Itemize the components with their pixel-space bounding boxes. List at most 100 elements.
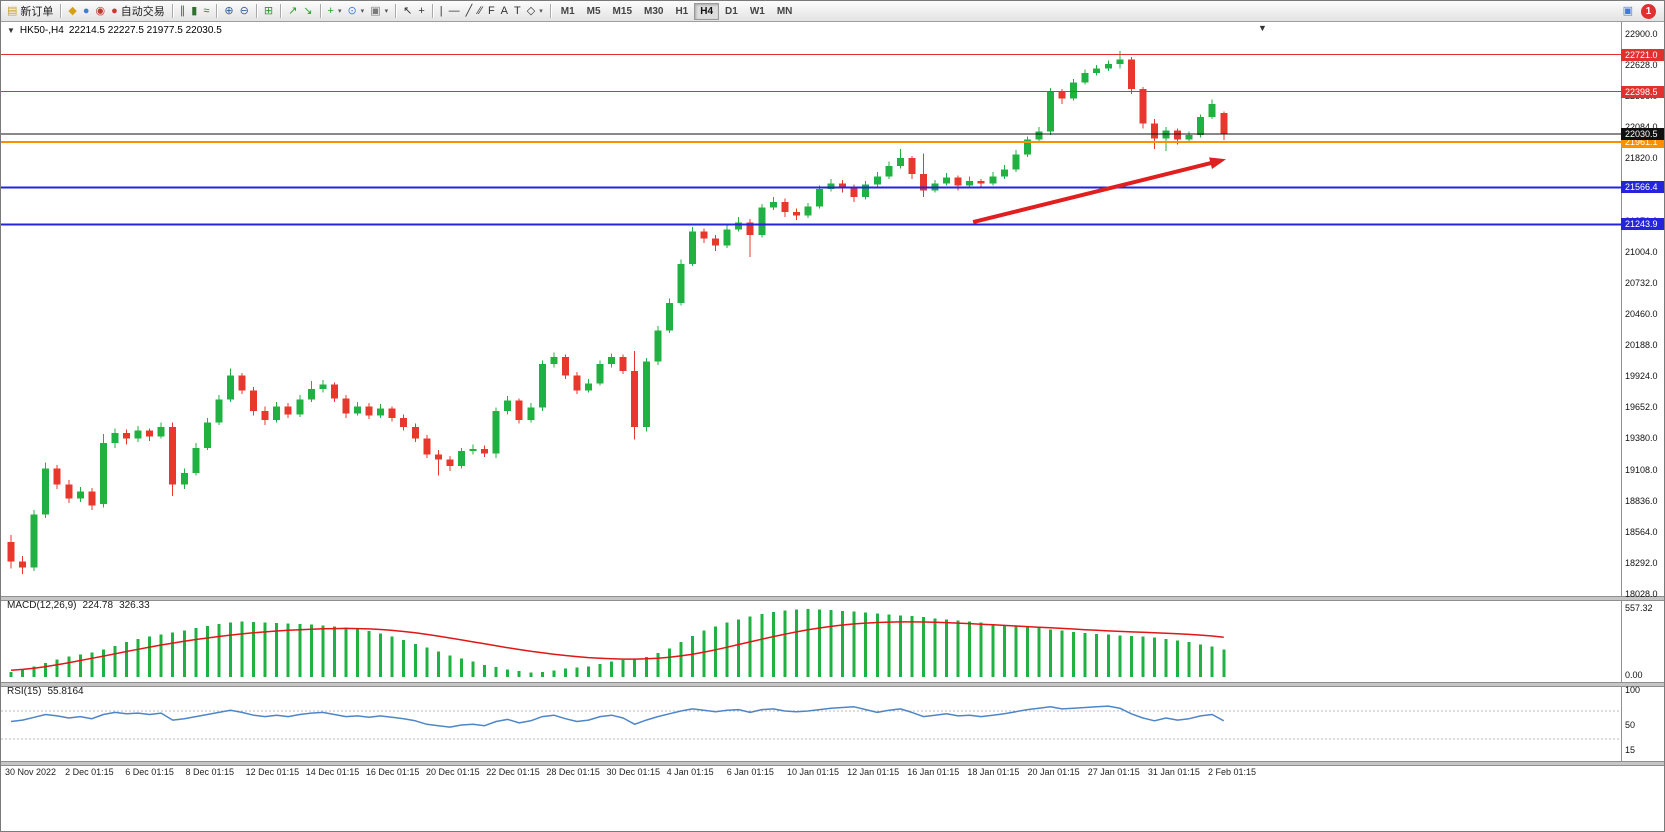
chart-shift-marker[interactable]: ▼: [1258, 23, 1267, 33]
timeframe-m5[interactable]: M5: [581, 3, 607, 20]
trendline-icon: ╱: [465, 4, 473, 17]
macd-main-value: 224.78: [82, 600, 114, 611]
horizontal-line-icon: —: [448, 4, 460, 17]
rsi-indicator-name: RSI(15): [7, 686, 42, 697]
main-toolbar: ▤ 新订单 ◆ ● ◉ ● 自动交易 ∥ ▮ ≈ ⊕ ⊖ ⊞ ↗ ↘ + ▾ ⊙ ▾ ▣ ▾ ↖ + | — ╱ ∕∕ F A T ◇ ▾ M1…: [1, 1, 1664, 22]
clock-icon: ⊙: [347, 4, 357, 17]
timeframe-mn[interactable]: MN: [771, 3, 799, 20]
period-button[interactable]: ⊙ ▾: [344, 2, 367, 20]
toolbar-separator: [60, 4, 62, 18]
arrows-button[interactable]: T: [511, 2, 524, 20]
market-watch-button[interactable]: ◆: [65, 2, 79, 20]
toolbar-separator: [280, 4, 282, 18]
macd-title: MACD(12,26,9) 224.78 326.33: [7, 600, 150, 611]
vertical-line-button[interactable]: |: [437, 2, 446, 20]
collapse-icon[interactable]: ▼: [7, 26, 15, 35]
time-axis-label: 16 Dec 01:15: [365, 767, 420, 777]
dropdown-caret-icon: ▾: [384, 8, 389, 15]
toolbar-separator: [319, 4, 321, 18]
timeframe-m30[interactable]: M30: [638, 3, 669, 20]
timeframe-m1[interactable]: M1: [555, 3, 581, 20]
horizontal-line-button[interactable]: —: [446, 2, 463, 20]
price-axis-label: 20460.0: [1625, 309, 1658, 319]
time-axis-label: 6 Dec 01:15: [125, 767, 174, 777]
panel-separator-macd[interactable]: [1, 596, 1664, 601]
timeframe-m15[interactable]: M15: [607, 3, 638, 20]
price-axis-label: 18292.0: [1625, 557, 1658, 568]
toolbar-groups: ▤ 新订单 ◆ ● ◉ ● 自动交易 ∥ ▮ ≈ ⊕ ⊖ ⊞ ↗ ↘ + ▾ ⊙ ▾ ▣ ▾ ↖ + | — ╱ ∕∕ F A T ◇ ▾ M1…: [4, 1, 798, 21]
timeframe-w1[interactable]: W1: [744, 3, 771, 20]
support-icon: ◉: [95, 4, 106, 17]
rsi-axis-label: 50: [1625, 720, 1636, 730]
candlestick-chart-button[interactable]: ▮: [188, 2, 200, 20]
channel-icon: ∕∕: [478, 4, 482, 17]
price-axis-label: 18836.0: [1625, 495, 1658, 506]
text-button[interactable]: A: [498, 2, 511, 20]
rsi-axis-label: 100: [1625, 685, 1641, 695]
price-axis-label: 21820.0: [1625, 153, 1658, 164]
template-button[interactable]: ▣ ▾: [367, 2, 391, 20]
chat-button[interactable]: ▣: [1620, 2, 1636, 20]
time-axis-label: 30 Dec 01:15: [606, 767, 661, 777]
timeframe-d1[interactable]: D1: [719, 3, 744, 20]
cursor-icon: ↖: [403, 4, 413, 17]
timeframe-h4[interactable]: H4: [694, 2, 720, 20]
price-axis-label: 22900.0: [1625, 29, 1658, 39]
toolbar-group: | — ╱ ∕∕ F A T ◇ ▾: [437, 1, 546, 21]
time-axis-label: 8 Dec 01:15: [185, 767, 234, 777]
autotrading-button[interactable]: ● 自动交易: [108, 2, 168, 20]
profile-button[interactable]: ●: [80, 2, 93, 20]
tile-windows-button[interactable]: ⊞: [261, 2, 276, 20]
zoom-in-button[interactable]: ⊕: [221, 2, 236, 20]
new-order-button[interactable]: ▤ 新订单: [4, 2, 56, 20]
timeframe-h1[interactable]: H1: [669, 3, 694, 20]
crosshair-icon: +: [418, 4, 425, 17]
time-axis-label: 10 Jan 01:15: [786, 767, 839, 777]
template-icon: ▣: [370, 4, 381, 17]
add-indicator-button[interactable]: + ▾: [325, 2, 345, 20]
vertical-line-icon: |: [439, 4, 443, 17]
panel-separator-bottom: [1, 761, 1664, 766]
toolbar-separator: [431, 4, 433, 18]
symbol-label: HK50-,H4: [19, 25, 64, 36]
price-line-label: 22398.5: [1621, 85, 1664, 98]
price-axis-label: 22628.0: [1625, 60, 1658, 71]
chart-down-button[interactable]: ↘: [300, 2, 315, 20]
time-axis-label: 16 Jan 01:15: [907, 767, 960, 777]
crosshair-button[interactable]: +: [415, 2, 427, 20]
support-button[interactable]: ◉: [93, 2, 109, 20]
trendline-button[interactable]: ╱: [463, 2, 476, 20]
bar-chart-button[interactable]: ∥: [177, 2, 189, 20]
profile-icon: ●: [82, 4, 90, 17]
autotrading-button-label: 自动交易: [120, 6, 165, 18]
chat-icon: ▣: [1622, 4, 1633, 17]
fibonacci-button[interactable]: F: [485, 2, 498, 20]
price-axis-label: 19108.0: [1625, 464, 1658, 475]
toolbar-group: ▤ 新订单: [4, 1, 56, 21]
macd-signal-value: 326.33: [119, 600, 150, 611]
toolbar-group: ⊞: [261, 1, 276, 21]
time-axis[interactable]: [1, 764, 1621, 782]
price-axis-label: 19924.0: [1625, 371, 1658, 382]
dropdown-caret-icon: ▾: [360, 8, 365, 15]
notification-badge[interactable]: 1: [1641, 3, 1656, 19]
time-axis-label: 12 Dec 01:15: [245, 767, 300, 777]
price-axis-label: 21004.0: [1625, 246, 1658, 257]
toolbar-group: ∥ ▮ ≈: [177, 1, 213, 21]
cursor-button[interactable]: ↖: [400, 2, 415, 20]
panel-separator-rsi[interactable]: [1, 682, 1664, 687]
arrows-icon: T: [514, 4, 521, 17]
channel-button[interactable]: ∕∕: [475, 2, 485, 20]
toolbar-separator: [216, 4, 218, 18]
shapes-button[interactable]: ◇ ▾: [524, 2, 546, 20]
rsi-value: 55.8164: [47, 686, 84, 697]
zoom-out-button[interactable]: ⊖: [237, 2, 252, 20]
time-axis-label: 20 Dec 01:15: [426, 767, 480, 777]
chart-up-button[interactable]: ↗: [285, 2, 300, 20]
line-chart-button[interactable]: ≈: [200, 2, 212, 20]
time-axis-label: 14 Dec 01:15: [305, 767, 360, 777]
toolbar-group: ◆ ● ◉ ● 自动交易: [65, 1, 167, 21]
current-price-label: 22030.5: [1621, 127, 1664, 140]
